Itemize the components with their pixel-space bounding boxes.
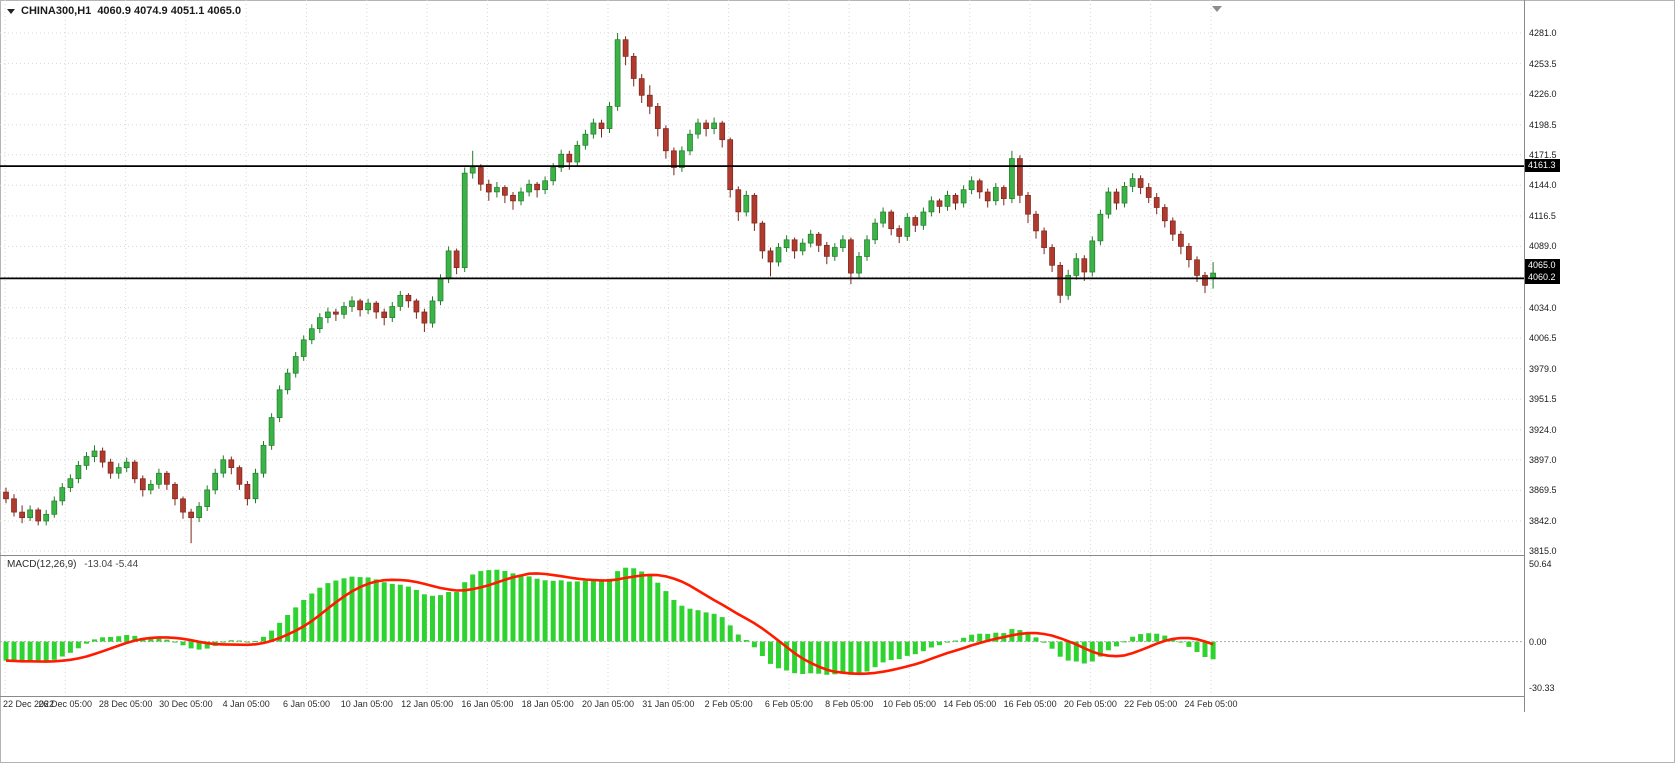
time-axis-label: 20 Feb 05:00	[1063, 699, 1117, 709]
time-axis-label: 26 Dec 05:00	[38, 699, 93, 709]
time-axis-label: 20 Jan 05:00	[581, 699, 635, 709]
time-axis-label: 14 Feb 05:00	[943, 699, 997, 709]
candles	[3, 33, 1216, 544]
time-axis-label: 22 Dec 2022	[3, 699, 55, 709]
symbol-timeframe-label: CHINA300,H1	[21, 5, 92, 17]
grid-lines	[0, 0, 1524, 556]
macd-axis-label: 0.00	[1529, 636, 1547, 647]
price-axis-label: 3897.0	[1529, 454, 1557, 465]
time-axis-label: 10 Jan 05:00	[340, 699, 393, 709]
price-axis-label: 3815.0	[1529, 546, 1557, 556]
macd-indicator-panel[interactable]	[0, 556, 1524, 696]
time-axis-label: 6 Feb 05:00	[764, 699, 813, 709]
time-axis-label: 10 Feb 05:00	[882, 699, 937, 709]
time-axis-label: 16 Jan 05:00	[461, 699, 514, 709]
time-axis-label: 16 Feb 05:00	[1003, 699, 1057, 709]
panel-separator[interactable]	[0, 555, 1524, 556]
time-axis-label: 24 Feb 05:00	[1184, 699, 1238, 709]
time-axis-label: 2 Feb 05:00	[704, 699, 753, 709]
time-axis-label: 22 Feb 05:00	[1124, 699, 1178, 709]
resistance-line-price-label: 4161.3	[1525, 159, 1560, 173]
macd-histogram	[3, 567, 1216, 675]
time-axis-label: 8 Feb 05:00	[825, 699, 874, 709]
chart-title: CHINA300,H1 4060.9 4074.9 4051.1 4065.0	[7, 5, 241, 17]
price-axis-label: 3924.0	[1529, 424, 1557, 435]
price-axis-label: 4006.5	[1529, 333, 1557, 344]
price-axis-label: 4116.5	[1529, 210, 1556, 221]
macd-indicator-label: MACD(12,26,9) -13.04 -5.44	[7, 559, 138, 570]
price-axis-label: 4253.5	[1529, 58, 1557, 69]
time-axis-label: 28 Dec 05:00	[98, 699, 153, 709]
price-axis-label: 4089.0	[1529, 241, 1557, 252]
ohlc-values-label: 4060.9 4074.9 4051.1 4065.0	[97, 5, 242, 17]
candlestick-chart[interactable]	[0, 0, 1524, 556]
price-axis-separator	[1524, 0, 1525, 712]
price-axis-label: 3869.5	[1529, 485, 1557, 496]
price-axis-label: 3951.5	[1529, 394, 1557, 405]
price-axis-label: 4034.0	[1529, 302, 1557, 313]
time-axis-label: 31 Jan 05:00	[642, 699, 695, 709]
symbol-dropdown-icon[interactable]	[7, 8, 15, 14]
time-axis-label: 6 Jan 05:00	[282, 699, 331, 709]
price-axis-label: 3842.0	[1529, 516, 1557, 526]
time-axis-separator	[0, 696, 1524, 697]
macd-values: -13.04 -5.44	[84, 559, 139, 570]
current-price-label: 4065.0	[1525, 259, 1560, 273]
price-axis-label: 4198.5	[1529, 119, 1557, 130]
price-axis-label: 4171.5	[1529, 149, 1557, 160]
price-axis-label: 3979.0	[1529, 363, 1557, 374]
time-axis-label: 30 Dec 05:00	[159, 699, 213, 709]
macd-axis-label: -30.33	[1529, 683, 1555, 693]
macd-name: MACD(12,26,9)	[7, 559, 77, 570]
price-axis-label: 4061.5	[1529, 272, 1557, 282]
time-axis: 22 Dec 2022 26 Dec 05:00 28 Dec 05:00 30 De…	[0, 699, 1524, 713]
time-axis-label: 12 Jan 05:00	[401, 699, 454, 709]
time-axis-label: 18 Jan 05:00	[521, 699, 574, 709]
price-axis-label: 4226.0	[1529, 89, 1557, 100]
macd-signal-line	[5, 572, 1214, 676]
chart-shift-marker-icon[interactable]	[1212, 6, 1222, 12]
price-axis-label: 4144.0	[1529, 180, 1557, 191]
price-axis-label: 4281.0	[1529, 28, 1557, 38]
macd-axis-label: 50.64	[1529, 559, 1552, 569]
time-axis-label: 4 Jan 05:00	[222, 699, 270, 709]
support-line-price-label: 4060.2	[1525, 271, 1560, 285]
